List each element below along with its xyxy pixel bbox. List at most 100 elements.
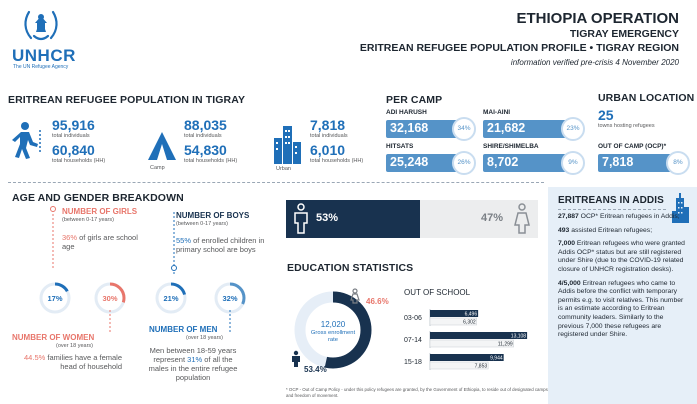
male-student-icon [292, 350, 300, 367]
men-note-pct: 31% [187, 355, 203, 364]
girls-title: NUMBER OF GIRLS [62, 207, 138, 216]
oos-bar-male [430, 332, 528, 339]
men-title: NUMBER OF MEN [149, 325, 218, 334]
women-connector [109, 310, 111, 334]
addis-temporary-number: 4/5,000 [558, 279, 581, 287]
oos-bar-female [429, 339, 514, 348]
urban-individuals-label: total individuals [310, 133, 348, 139]
camp-value-shire-shimelba: 8,702 [483, 154, 571, 172]
addis-panel: ERITREANS IN ADDIS 27,887 OCP* Eritrean … [548, 187, 697, 404]
man-figure-icon [294, 203, 308, 234]
oos-value-female: 11,299 [498, 342, 513, 348]
camp-value-adi-harush: 32,168 [386, 120, 472, 138]
male-pct-label: 53% [316, 212, 339, 224]
city-tower-icon [672, 193, 689, 223]
men-note: Men between 18-59 years represent 31% of… [143, 346, 243, 382]
urban-label: Urban [276, 166, 291, 172]
women-title: NUMBER OF WOMEN [12, 333, 95, 342]
oos-value-female: 6,302 [463, 320, 476, 326]
oos-value-male: 6,496 [465, 312, 478, 318]
ring-girls-label: 17% [47, 294, 63, 303]
tent-icon [148, 132, 176, 160]
oos-bar-female [429, 361, 489, 370]
camp-name-mai-aini: MAI-AINI [483, 109, 511, 116]
oos-bar-female [429, 317, 477, 326]
population-section-title: ERITREAN REFUGEE POPULATION IN TIGRAY [8, 94, 246, 106]
unhcr-wordmark: UNHCR [12, 46, 76, 65]
girls-note: 36% of girls are school age [62, 233, 142, 251]
girls-note-text: of girls are school age [62, 233, 138, 251]
boys-note: 55% of enrolled children in primary scho… [176, 236, 272, 254]
out-of-camp-value: 7,818 [598, 154, 678, 172]
unhcr-logo: UNHCR The UN Refugee Agency [12, 6, 75, 70]
women-note: 44.5% families have a female head of hou… [8, 353, 122, 371]
camp-pct-mai-aini: 23% [561, 117, 585, 141]
oos-group-label: 03-06 [404, 315, 422, 322]
urban-households-value: 6,010 [310, 142, 346, 158]
camp-name-adi-harush: ADI HARUSH [386, 109, 427, 116]
out-of-school-title: OUT OF SCHOOL [404, 288, 471, 297]
boys-title: NUMBER OF BOYS [176, 211, 250, 220]
oos-value-male: 9,944 [490, 356, 503, 362]
total-individuals-value: 95,916 [52, 117, 95, 133]
women-note-pct: 44.5% [24, 353, 46, 362]
camp-individuals-value: 88,035 [184, 117, 227, 133]
woman-figure-icon [514, 203, 530, 234]
towns-label: towns hosting refugees [598, 123, 655, 129]
ring-girls-arc [39, 282, 71, 314]
urban-households-label: total households (HH) [310, 158, 364, 164]
addis-shire-number: 7,000 [558, 240, 576, 248]
women-sub: (over 18 years) [56, 343, 93, 349]
boys-note-text: of enrolled children in primary school a… [176, 236, 265, 254]
addis-divider [558, 209, 666, 210]
total-households-value: 60,840 [52, 142, 95, 158]
ring-boys-arc [155, 282, 187, 314]
towns-count: 25 [598, 107, 614, 123]
oos-bar-male [430, 310, 479, 317]
addis-ocp-number: 27,887 [558, 213, 579, 220]
men-sub: (over 18 years) [186, 335, 223, 341]
addis-assisted-text: assisted Eritrean refugees; [569, 226, 653, 234]
men-note-text-a: Men between 18-59 years represent [149, 346, 237, 364]
camp-pct-hitsats: 26% [452, 151, 476, 175]
female-pct-label: 47% [481, 212, 504, 224]
age-gender-title: AGE AND GENDER BREAKDOWN [12, 192, 184, 204]
women-note-text: families have a female head of household [45, 353, 122, 371]
oos-bar-male [430, 354, 504, 361]
urban-location-title: URBAN LOCATION [598, 92, 695, 104]
female-enrollment-pct: 46.6% [366, 297, 389, 306]
page-subtitle-date: information verified pre-crisis 4 Novemb… [510, 58, 679, 67]
camp-households-label: total households (HH) [184, 158, 238, 164]
oos-group-label: 15-18 [404, 359, 422, 366]
page-subtitle-profile: ERITREAN REFUGEE POPULATION PROFILE • TI… [359, 42, 679, 54]
addis-body: 27,887 OCP* Eritrean refugees in Addis; … [558, 213, 690, 345]
ring-women-label: 30% [102, 294, 118, 303]
out-of-school-bars: 03-06 6,496 6,302 07-14 13,108 11,299 15-18 9,9… [404, 309, 528, 370]
enrollment-label: Gross enrollment rate [310, 330, 356, 343]
camp-individuals-label: total individuals [184, 133, 222, 139]
camp-value-hitsats: 25,248 [386, 154, 472, 172]
per-camp-title: PER CAMP [386, 94, 443, 106]
urban-individuals-value: 7,818 [310, 117, 346, 133]
footnote: * OCP - Out of Camp Policy - under this … [286, 387, 548, 398]
gender-split-bar [286, 200, 538, 238]
education-title: EDUCATION STATISTICS [287, 262, 414, 274]
out-of-camp-label: OUT OF CAMP (OCP)* [598, 143, 667, 150]
unhcr-tagline: The UN Refugee Agency [13, 64, 69, 70]
girls-sub: (between 0-17 years) [62, 217, 114, 223]
page-subtitle-emergency: TIGRAY EMERGENCY [569, 28, 679, 40]
addis-temporary-text: Eritrean refugees who came to Addis befo… [558, 279, 684, 339]
camp-name-hitsats: HITSATS [386, 143, 414, 150]
camp-name-shire-shimelba: SHIRE/SHIMELBA [483, 143, 539, 150]
girls-note-pct: 36% [62, 233, 78, 242]
men-connector [229, 310, 231, 332]
boys-sub: (between 0-17 years) [176, 221, 228, 227]
camp-households-value: 54,830 [184, 142, 227, 158]
unhcr-emblem-icon [24, 10, 58, 41]
page-title: ETHIOPIA OPERATION [516, 10, 679, 27]
total-individuals-label: total individuals [52, 133, 90, 139]
ring-boys-label: 21% [163, 294, 179, 303]
addis-assisted-number: 493 [558, 226, 570, 234]
section-divider [8, 182, 544, 183]
camp-label: Camp [150, 165, 165, 171]
